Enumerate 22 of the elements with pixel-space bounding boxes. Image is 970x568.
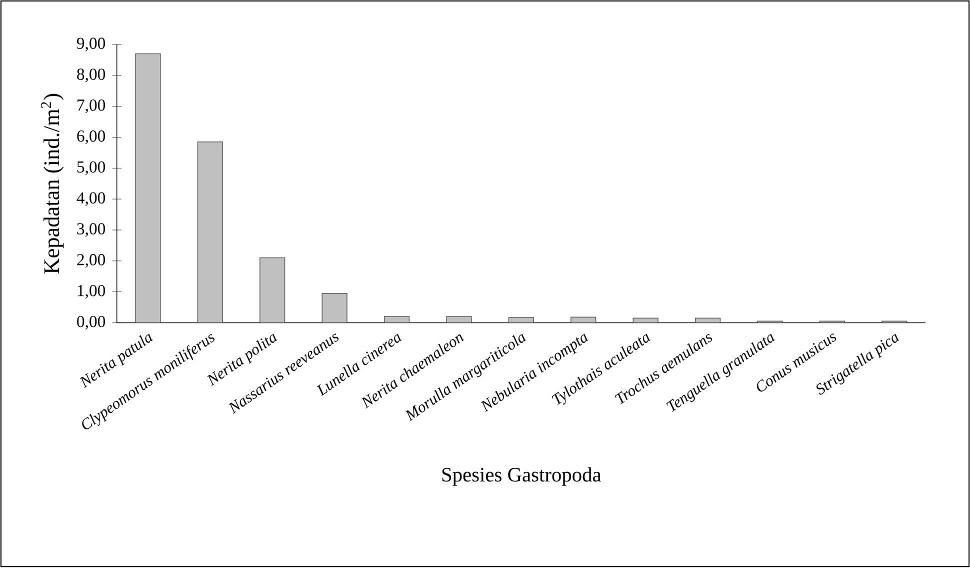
y-tick-label: 3,00 [77, 223, 106, 238]
y-tick-label: 6,00 [77, 130, 106, 144]
bar [446, 316, 472, 323]
bar [384, 316, 410, 323]
y-tick-label: 2,00 [77, 254, 106, 268]
y-tick-label: 4,00 [76, 192, 106, 206]
x-axis-title: Spesies Gastropoda [442, 468, 602, 486]
y-axis-title: Kepadatan (ind./m$^{2}$) [41, 94, 64, 274]
bar [260, 258, 286, 323]
bar [632, 318, 658, 323]
y-tick-label: 9,00 [76, 38, 106, 52]
y-tick-label: 8,00 [77, 68, 106, 82]
y-tick-label: 1,00 [78, 285, 106, 299]
y-tick-label: 7,00 [78, 100, 106, 114]
bar [135, 54, 161, 323]
y-tick-label: 5,00 [77, 162, 106, 176]
bar [508, 317, 534, 323]
bar [694, 318, 721, 323]
bar [570, 317, 596, 323]
bar [197, 142, 223, 323]
y-tick-label: 0,00 [77, 316, 106, 330]
bar [322, 293, 348, 323]
